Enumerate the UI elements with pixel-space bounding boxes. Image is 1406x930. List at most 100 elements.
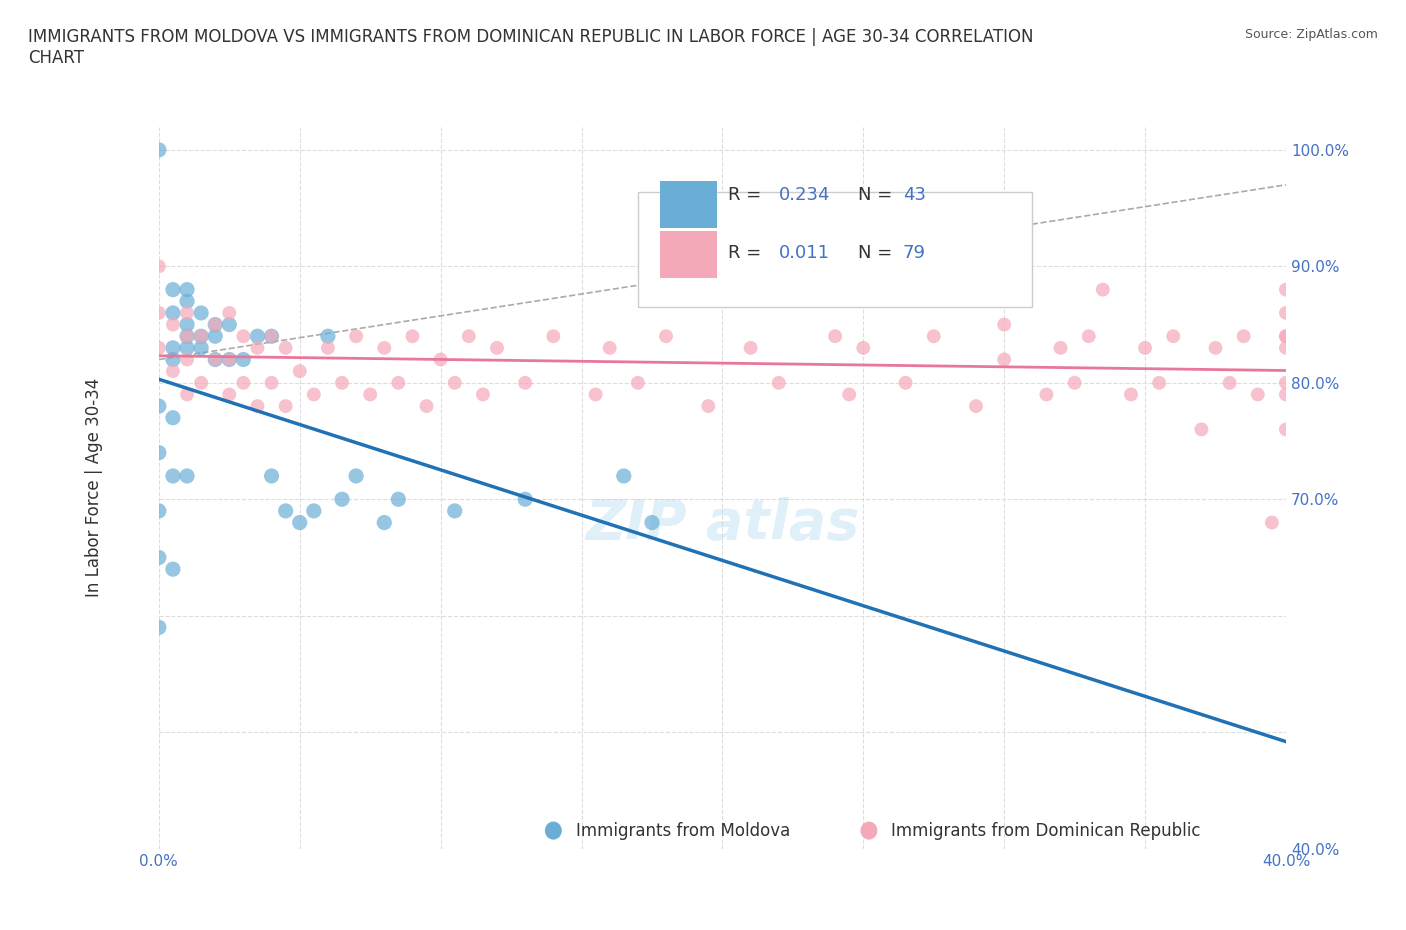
Point: [641, 515, 664, 530]
Point: [148, 340, 170, 355]
Point: [993, 352, 1015, 367]
Point: [218, 317, 240, 332]
Point: [246, 340, 269, 355]
Text: R =: R =: [728, 244, 773, 262]
Point: [148, 259, 170, 273]
Point: [190, 329, 212, 344]
Point: [443, 503, 465, 518]
FancyBboxPatch shape: [661, 180, 717, 228]
Point: [190, 340, 212, 355]
Point: [1275, 376, 1298, 391]
Point: [1133, 340, 1156, 355]
Point: [204, 317, 226, 332]
Point: [162, 469, 184, 484]
Point: [218, 352, 240, 367]
Text: N =: N =: [858, 186, 897, 205]
Point: [1275, 340, 1298, 355]
Point: [387, 376, 409, 391]
Point: [162, 305, 184, 320]
Point: [1091, 282, 1114, 297]
Point: [176, 387, 198, 402]
Point: [176, 282, 198, 297]
Point: [176, 340, 198, 355]
Text: 43: 43: [903, 186, 925, 205]
Point: [260, 329, 283, 344]
Point: [373, 340, 395, 355]
Point: [330, 376, 353, 391]
Point: [176, 329, 198, 344]
Point: [1275, 305, 1298, 320]
Point: [1233, 329, 1256, 344]
Point: [613, 469, 636, 484]
Ellipse shape: [546, 821, 562, 840]
Point: [274, 399, 297, 414]
Point: [162, 562, 184, 577]
Point: [232, 376, 254, 391]
Point: [316, 329, 339, 344]
Point: [148, 399, 170, 414]
Point: [1035, 387, 1057, 402]
Y-axis label: In Labor Force | Age 30-34: In Labor Force | Age 30-34: [86, 378, 103, 597]
Point: [162, 340, 184, 355]
Point: [443, 376, 465, 391]
FancyBboxPatch shape: [661, 232, 717, 278]
Point: [585, 387, 607, 402]
Point: [485, 340, 508, 355]
Point: [302, 503, 325, 518]
Point: [204, 352, 226, 367]
Point: [148, 305, 170, 320]
Point: [1147, 376, 1170, 391]
Point: [288, 364, 311, 379]
Ellipse shape: [860, 821, 877, 840]
Point: [246, 329, 269, 344]
Point: [204, 317, 226, 332]
Point: [697, 399, 720, 414]
Point: [232, 352, 254, 367]
Point: [204, 352, 226, 367]
Point: [1275, 329, 1298, 344]
Point: [218, 305, 240, 320]
Point: [824, 329, 846, 344]
Point: [1261, 515, 1284, 530]
Text: Immigrants from Moldova: Immigrants from Moldova: [576, 821, 790, 840]
Point: [627, 376, 650, 391]
Point: [993, 317, 1015, 332]
Point: [655, 329, 678, 344]
Point: [1275, 282, 1298, 297]
Point: [162, 282, 184, 297]
Point: [176, 294, 198, 309]
Point: [894, 376, 917, 391]
Point: [1189, 422, 1212, 437]
Point: [1077, 329, 1099, 344]
Point: [232, 329, 254, 344]
Text: ZIP atlas: ZIP atlas: [585, 497, 859, 551]
FancyBboxPatch shape: [638, 192, 1032, 307]
Point: [176, 469, 198, 484]
Point: [1205, 340, 1227, 355]
Point: [176, 317, 198, 332]
Point: [1219, 376, 1241, 391]
Point: [148, 142, 170, 157]
Point: [515, 376, 537, 391]
Point: [148, 503, 170, 518]
Point: [1063, 376, 1085, 391]
Point: [1247, 387, 1270, 402]
Text: 79: 79: [903, 244, 925, 262]
Text: Immigrants from Dominican Republic: Immigrants from Dominican Republic: [891, 821, 1201, 840]
Point: [373, 515, 395, 530]
Text: IMMIGRANTS FROM MOLDOVA VS IMMIGRANTS FROM DOMINICAN REPUBLIC IN LABOR FORCE | A: IMMIGRANTS FROM MOLDOVA VS IMMIGRANTS FR…: [28, 28, 1033, 67]
Point: [387, 492, 409, 507]
Point: [148, 550, 170, 565]
Point: [176, 305, 198, 320]
Point: [768, 376, 790, 391]
Text: N =: N =: [858, 244, 897, 262]
Point: [162, 317, 184, 332]
Point: [316, 340, 339, 355]
Point: [415, 399, 437, 414]
Point: [260, 376, 283, 391]
Text: R =: R =: [728, 186, 768, 205]
Point: [148, 620, 170, 635]
Point: [162, 364, 184, 379]
Point: [543, 329, 565, 344]
Point: [162, 410, 184, 425]
